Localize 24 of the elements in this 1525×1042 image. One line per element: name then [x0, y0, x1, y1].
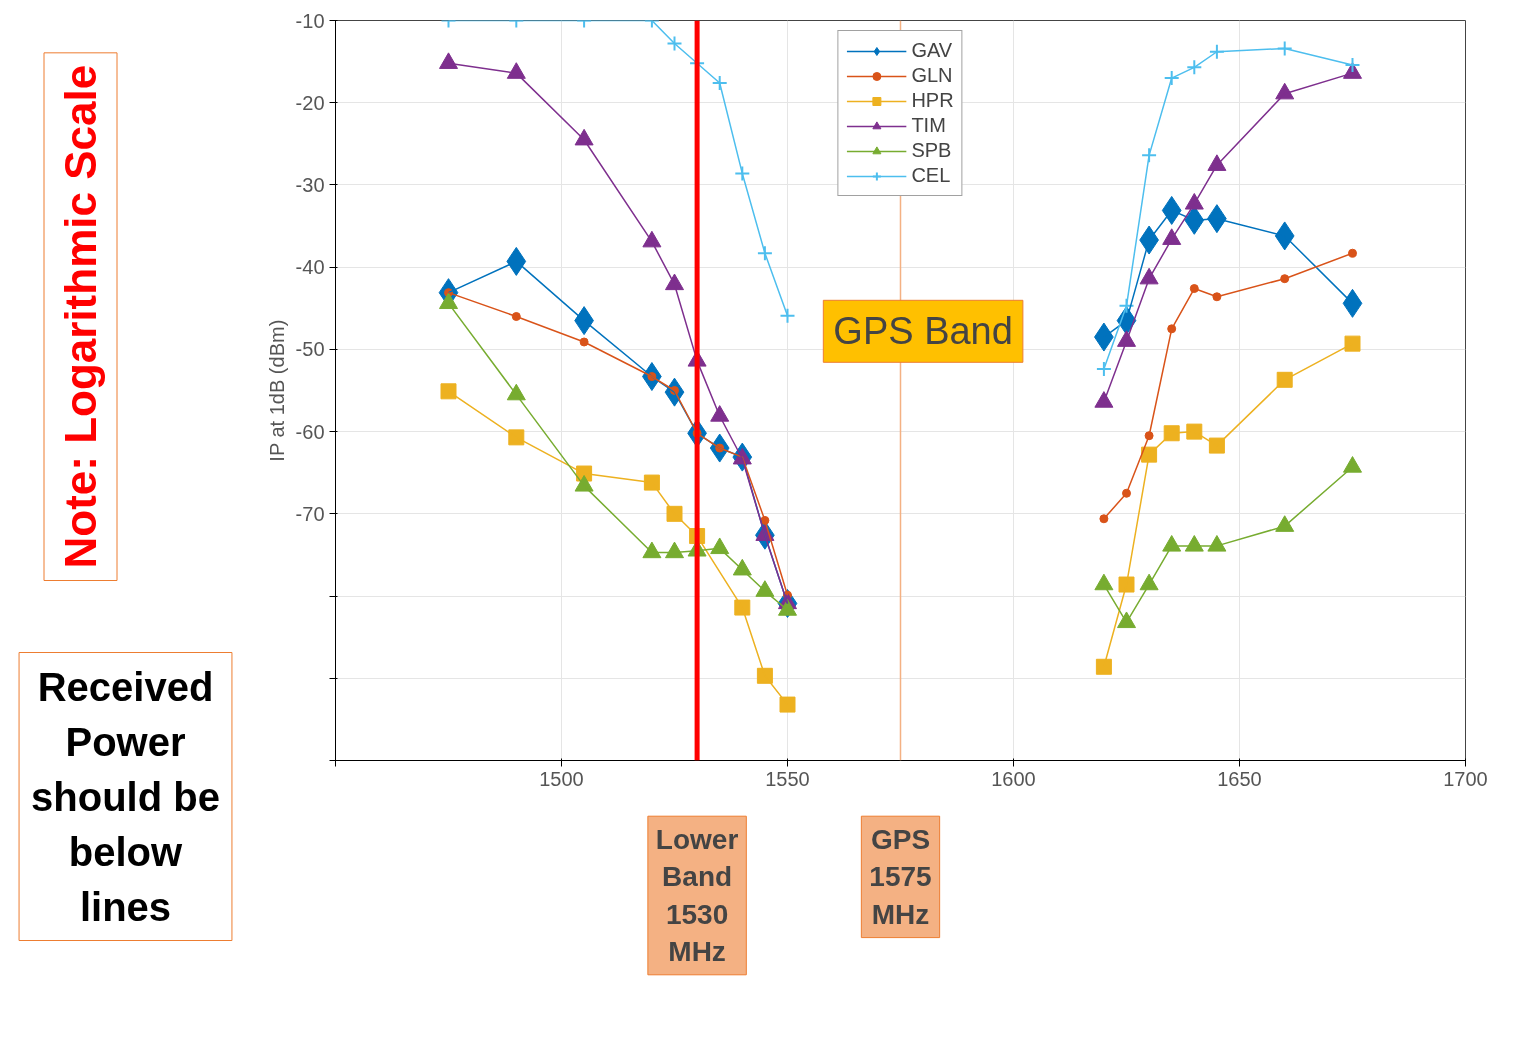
y-tick-label: -10 [295, 9, 325, 32]
legend-label: HPR [911, 89, 954, 112]
legend-label: CEL [911, 164, 951, 187]
y-tick-label: -40 [295, 256, 325, 279]
ref-line-label: GPS 1575 MHz [869, 824, 932, 930]
y-tick-label: -20 [295, 91, 325, 114]
y-tick-label: -50 [295, 338, 325, 361]
y-tick-label: -70 [295, 502, 325, 525]
x-tick-label: 1550 [765, 767, 810, 790]
legend-label: GLN [911, 64, 953, 87]
y-axis-title: IP at 1dB (dBm) [265, 319, 288, 462]
y-tick-label: -60 [295, 420, 325, 443]
y-tick-label: -30 [295, 173, 325, 196]
legend-label: TIM [911, 114, 946, 137]
x-tick-label: 1650 [1217, 767, 1262, 790]
x-tick-label: 1500 [539, 767, 584, 790]
x-tick-label: 1700 [1443, 767, 1488, 790]
text: Note: Logarithmic Scale [56, 64, 105, 569]
x-tick-label: 1600 [991, 767, 1036, 790]
ref-line-label: Lower Band 1530 MHz [655, 824, 739, 967]
legend-label: GAV [911, 39, 953, 62]
annotation: GPS Band [833, 310, 1013, 353]
legend-label: SPB [911, 139, 952, 162]
text: Received Power should be below lines [31, 664, 220, 929]
